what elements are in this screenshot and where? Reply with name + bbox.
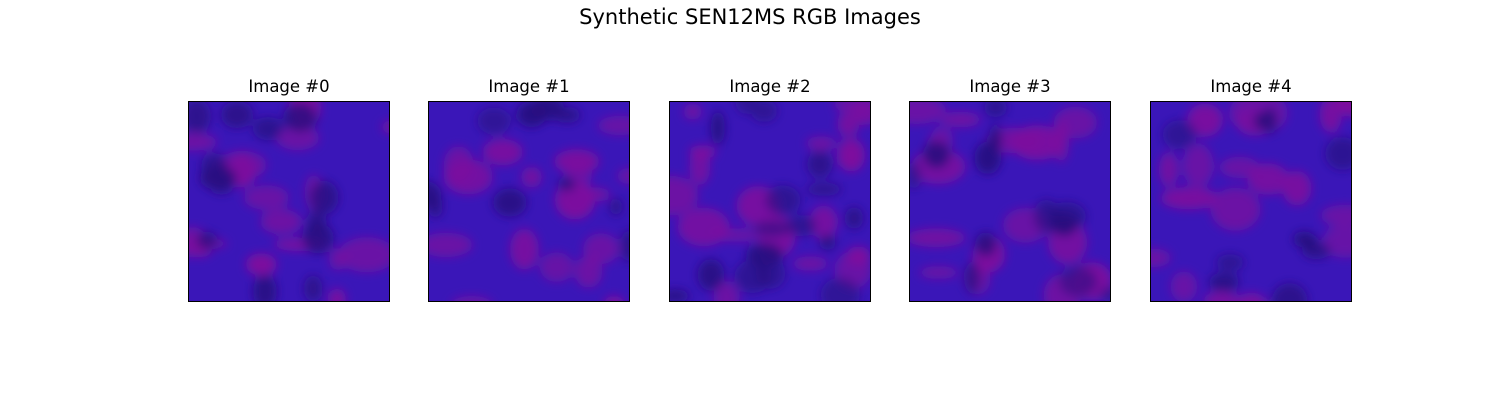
synthetic-image-3 <box>910 102 1110 301</box>
image-frame-0 <box>188 101 390 302</box>
image-frame-3 <box>909 101 1111 302</box>
image-frame-1 <box>428 101 630 302</box>
image-title-0: Image #0 <box>248 77 330 96</box>
image-frame-2 <box>669 101 871 302</box>
synthetic-image-4 <box>1151 102 1351 301</box>
image-panel-0: Image #0 <box>188 76 390 302</box>
synthetic-image-2 <box>670 102 870 301</box>
image-panel-1: Image #1 <box>428 76 630 302</box>
image-panel-4: Image #4 <box>1150 76 1352 302</box>
image-title-4: Image #4 <box>1210 77 1292 96</box>
image-title-2: Image #2 <box>729 77 811 96</box>
image-panel-2: Image #2 <box>669 76 871 302</box>
synthetic-image-0 <box>189 102 389 301</box>
synthetic-image-1 <box>429 102 629 301</box>
image-frame-4 <box>1150 101 1352 302</box>
image-title-3: Image #3 <box>969 77 1051 96</box>
image-panel-3: Image #3 <box>909 76 1111 302</box>
image-title-1: Image #1 <box>488 77 570 96</box>
figure-title: Synthetic SEN12MS RGB Images <box>579 5 921 29</box>
